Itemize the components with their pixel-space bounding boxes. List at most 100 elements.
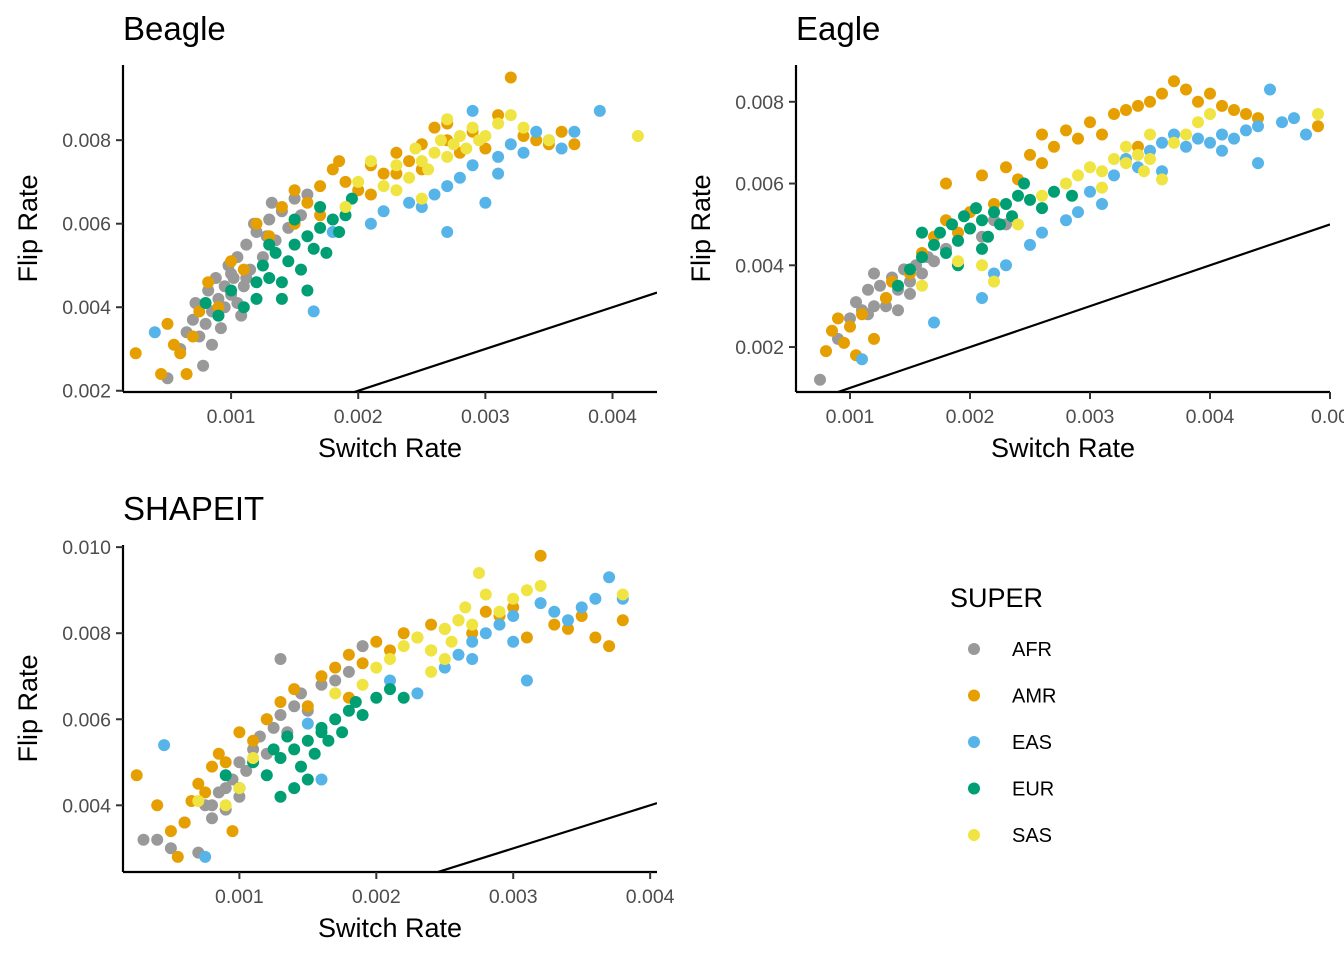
data-point-amr [425,618,438,631]
data-point-sas [364,155,377,168]
data-point-afr [240,238,253,251]
data-point-eur [349,696,362,708]
data-point-sas [504,109,517,122]
y-tick-label: 0.004 [735,255,784,277]
data-point-afr [928,255,940,268]
data-point-eas [562,614,574,627]
data-point-afr [329,674,342,687]
y-axis-title: Flip Rate [13,174,43,282]
data-point-amr [562,622,574,635]
y-axis-title: Flip Rate [13,654,43,762]
data-point-sas [415,192,428,205]
legend-key-amr [968,689,980,702]
data-point-amr [517,130,530,142]
data-point-sas [1144,128,1156,141]
data-point-sas [192,795,205,807]
data-point-amr [1000,161,1012,174]
data-point-eas [301,717,314,730]
points-layer [129,71,657,392]
y-tick-label: 0.002 [735,337,784,359]
data-point-eas [1180,140,1192,153]
data-point-eas [492,167,505,180]
x-axis-title: Switch Rate [318,913,462,943]
panel-title: SHAPEIT [123,490,264,527]
data-point-sas [1132,148,1144,161]
y-tick-label: 0.006 [735,174,784,196]
data-point-amr [377,167,390,180]
data-point-afr [263,213,276,226]
data-point-eas [1252,157,1264,170]
data-point-eas [158,739,171,752]
data-point-sas [356,678,369,691]
data-point-amr [370,635,383,648]
data-point-eur [288,782,301,795]
data-point-amr [263,230,276,243]
data-point-afr [233,790,246,803]
data-point-eas [530,125,543,138]
legend-label: AMR [1012,686,1056,708]
data-point-amr [568,138,581,151]
data-point-eas [1156,136,1168,149]
data-point-sas [988,275,1000,288]
panel-eagle: Eagle 0.001 0.002 0.003 0.004 0.00 0.002 0.004 0… [686,10,1344,463]
data-point-eur [288,213,301,226]
data-point-afr [904,287,916,300]
data-point-eas [384,674,396,687]
data-point-sas [441,150,454,163]
y-tick-label: 0.004 [62,297,111,319]
data-point-afr [288,192,301,205]
data-point-afr [315,678,328,691]
data-point-sas [1072,169,1084,182]
data-point-sas [479,130,492,142]
data-point-eur [274,752,287,764]
data-point-eur [970,202,982,215]
data-point-sas [976,259,988,272]
y-tick-label: 0.010 [62,537,111,559]
data-point-amr [151,799,164,812]
data-point-eas [1228,132,1240,145]
data-point-eur [982,230,994,243]
data-point-eas [1264,83,1276,96]
data-point-eur [342,704,355,717]
y-tick-label: 0.006 [62,709,111,731]
data-point-afr [212,292,225,305]
data-point-eur [916,226,928,239]
data-point-eas [466,159,479,172]
y-tick-label: 0.008 [62,623,111,645]
reference-line [834,223,1330,392]
data-point-eur [288,743,301,756]
data-point-eur [397,691,410,704]
data-point-amr [339,175,352,188]
legend: SUPER AFR AMR EAS EUR SAS [950,583,1056,847]
data-point-eas [1204,136,1216,149]
data-point-eas [1072,206,1084,219]
data-point-eas [415,201,428,213]
data-point-amr [130,769,143,782]
data-point-sas [329,687,342,700]
data-point-afr [844,312,856,325]
data-point-sas [390,159,403,172]
data-point-amr [129,347,142,360]
data-point-eur [892,279,904,292]
data-point-amr [288,184,301,197]
data-point-sas [453,130,466,142]
data-point-afr [342,665,355,678]
data-point-sas [1084,161,1096,174]
data-point-sas [438,653,451,665]
data-point-amr [1132,99,1144,112]
data-point-eas [548,605,561,618]
data-point-eur [219,769,232,782]
data-point-amr [274,696,287,708]
data-point-eur [329,713,342,726]
data-point-sas [1120,157,1132,170]
data-point-amr [555,125,568,138]
x-tick-label: 0.002 [334,406,383,428]
data-point-sas [542,134,555,147]
data-point-eas [555,142,568,155]
data-point-eas [1168,128,1180,141]
data-point-amr [315,670,328,683]
data-point-amr [212,301,225,314]
data-point-eur [301,230,314,243]
data-point-eas [428,188,441,201]
legend-label: EUR [1012,779,1054,801]
